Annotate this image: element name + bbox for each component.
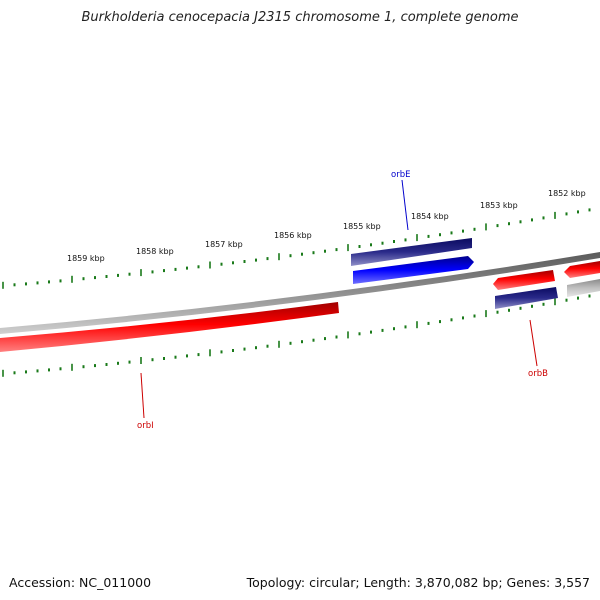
lower-scale [2, 294, 591, 377]
orbB-leader-line [529, 319, 538, 367]
kbp-label: 1853 kbp [480, 201, 518, 210]
gene-orbE[interactable] [353, 256, 474, 284]
gene-red-forward-1[interactable] [493, 270, 555, 290]
kbp-label: 1859 kbp [67, 254, 105, 263]
sequence-backbone [0, 252, 600, 334]
kbp-label: 1856 kbp [274, 231, 312, 240]
kbp-label: 1858 kbp [136, 247, 174, 256]
upper-scale [2, 208, 591, 289]
orbI-leader-line [140, 372, 145, 419]
genome-summary-text: Topology: circular; Length: 3,870,082 bp… [246, 575, 590, 590]
gene-red-forward-2[interactable] [564, 261, 600, 278]
kbp-labels: 1859 kbp 1858 kbp 1857 kbp 1856 kbp 1855… [67, 189, 586, 263]
gene-orbB[interactable] [495, 287, 558, 309]
kbp-label: 1854 kbp [411, 212, 449, 221]
gene-label-orbE[interactable]: orbE [391, 170, 410, 180]
gene-grey-reverse[interactable] [567, 279, 600, 297]
gene-label-orbI[interactable]: orbI [137, 421, 154, 431]
kbp-label: 1857 kbp [205, 240, 243, 249]
kbp-label: 1852 kbp [548, 189, 586, 198]
orbE-leader-line [401, 179, 409, 231]
gene-label-orbB[interactable]: orbB [528, 369, 548, 379]
accession-text: Accession: NC_011000 [9, 575, 152, 590]
gene-orbE-navy[interactable] [351, 238, 472, 266]
kbp-label: 1855 kbp [343, 222, 381, 231]
map-title: Burkholderia cenocepacia J2315 chromosom… [81, 10, 519, 25]
gene-orbI[interactable] [0, 302, 339, 352]
